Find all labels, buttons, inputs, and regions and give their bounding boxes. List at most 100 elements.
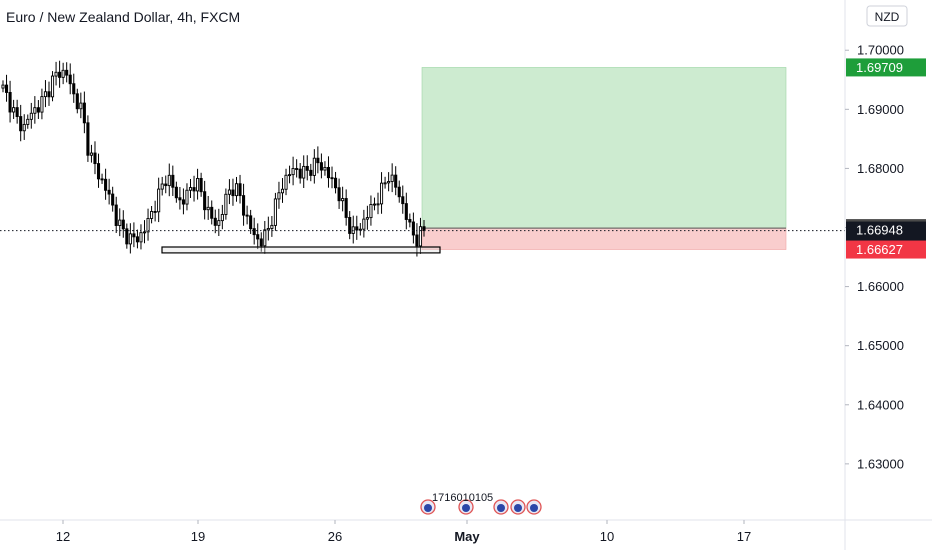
candle (372, 197, 377, 211)
candle (280, 178, 285, 203)
event-flag-icon (462, 504, 470, 512)
candle-body (404, 203, 408, 220)
candle (181, 188, 185, 215)
candle (153, 200, 157, 222)
candle-body (348, 217, 352, 234)
candle (75, 88, 79, 114)
candle (319, 153, 323, 179)
candle-body (256, 234, 260, 240)
candle-body (273, 198, 277, 226)
y-tick-label: 1.65000 (857, 338, 904, 353)
candle (379, 172, 384, 214)
candle (150, 206, 154, 224)
event-markers[interactable]: 1716010105 (420, 492, 542, 515)
candle (390, 163, 394, 193)
candle (4, 74, 9, 102)
candle (376, 192, 380, 215)
economic-event-marker[interactable] (458, 499, 474, 515)
candle-body (376, 203, 380, 206)
currency-label: NZD (875, 10, 900, 24)
x-tick-label: May (454, 529, 480, 544)
candle-body (40, 96, 44, 113)
candle (256, 223, 260, 250)
candle-body (266, 228, 270, 231)
candle-body (242, 195, 246, 216)
candle (404, 192, 408, 230)
candle (277, 181, 281, 209)
candle-body (365, 217, 369, 220)
candle (365, 205, 369, 230)
economic-event-marker[interactable] (420, 499, 436, 515)
candle (245, 205, 249, 225)
candle-body (150, 210, 154, 219)
candle-body (96, 163, 101, 180)
candle-body (29, 112, 33, 120)
candle-body (58, 71, 62, 78)
x-tick-label: 26 (328, 529, 342, 544)
candle (249, 209, 253, 234)
candle (295, 159, 299, 178)
economic-event-marker[interactable] (493, 499, 509, 515)
candle-body (305, 165, 309, 171)
candle (341, 186, 345, 212)
candle-body (408, 219, 412, 223)
event-flag-icon (514, 504, 522, 512)
candle (355, 215, 359, 240)
candle-body (61, 69, 65, 78)
economic-event-marker[interactable] (510, 499, 526, 515)
candle (128, 223, 132, 254)
candle (273, 192, 277, 231)
candle-body (401, 196, 405, 205)
candle-body (118, 219, 122, 226)
candle (89, 144, 93, 163)
candle (68, 63, 72, 95)
candle-body (139, 232, 143, 243)
candle (418, 217, 423, 254)
target-price-tag-bg (846, 58, 926, 77)
candle-body (72, 83, 76, 95)
candle (415, 223, 419, 257)
price-lines (0, 230, 845, 254)
candle (96, 153, 101, 188)
candle-body (93, 152, 97, 165)
candle-body (369, 204, 373, 219)
candle (79, 92, 83, 119)
candle (107, 178, 111, 205)
candle-body (277, 192, 281, 200)
economic-event-marker[interactable] (526, 499, 542, 515)
x-tick-label: 19 (191, 529, 205, 544)
candle-body (280, 188, 285, 194)
candle-body (107, 189, 111, 195)
candle (118, 208, 122, 237)
candle (192, 175, 196, 202)
candle (288, 165, 292, 184)
candle-body (390, 174, 394, 182)
candle (231, 178, 235, 206)
candle (125, 223, 129, 249)
candle (164, 175, 168, 194)
candle (12, 99, 16, 119)
loss-zone (421, 227, 787, 250)
candle-body (164, 183, 168, 187)
candle (242, 183, 246, 226)
candle (26, 114, 30, 129)
candle (100, 173, 104, 184)
candle-body (323, 166, 327, 171)
candle (142, 220, 147, 244)
candle-body (4, 84, 9, 93)
candle-body (8, 92, 12, 113)
candle-body (142, 231, 147, 234)
candle-body (302, 165, 306, 179)
candle-body (291, 168, 295, 176)
candle (188, 178, 193, 198)
currency-button[interactable]: NZD (866, 5, 908, 27)
candle-body (132, 233, 136, 238)
candle (362, 209, 366, 238)
candle-body (234, 183, 239, 197)
candle-body (15, 107, 19, 118)
candle-body (82, 102, 86, 124)
candle (199, 172, 203, 197)
support-zone (161, 246, 441, 254)
